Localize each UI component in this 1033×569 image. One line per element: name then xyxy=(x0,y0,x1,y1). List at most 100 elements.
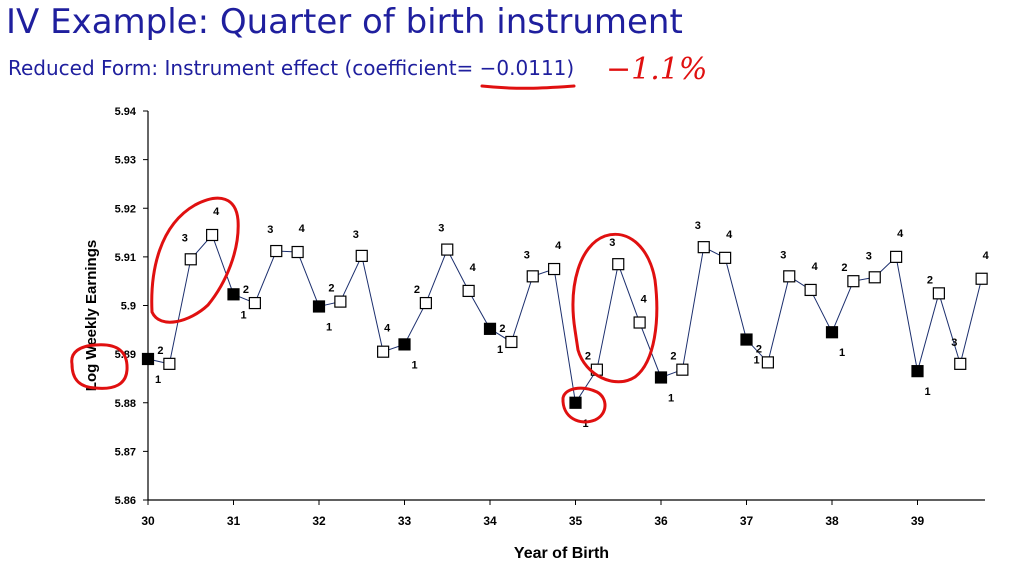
data-point xyxy=(291,245,304,259)
data-point-q1 xyxy=(654,371,668,384)
quarter-label: 1 xyxy=(326,321,332,333)
quarter-label: 4 xyxy=(555,240,562,252)
y-tick-label: 5.94 xyxy=(115,106,137,118)
data-point xyxy=(248,296,261,310)
data-point xyxy=(719,251,732,264)
slide-title: IV Example: Quarter of birth instrument xyxy=(6,2,683,42)
x-tick-label: 31 xyxy=(227,514,241,528)
quarter-label: 1 xyxy=(668,392,674,404)
quarter-label: 2 xyxy=(841,262,847,274)
y-tick-label: 5.92 xyxy=(115,203,136,215)
x-tick-label: 35 xyxy=(569,514,583,528)
quarter-label: 3 xyxy=(609,237,615,249)
quarter-label: 1 xyxy=(924,386,930,398)
data-point xyxy=(890,250,903,263)
quarter-label: 3 xyxy=(695,220,701,232)
quarter-label: 3 xyxy=(524,249,530,261)
red-circle-annotation xyxy=(561,386,607,424)
quarter-label: 2 xyxy=(328,283,334,295)
quarter-label: 2 xyxy=(499,323,505,335)
x-axis-label: Year of Birth xyxy=(514,545,609,562)
quarter-label: 4 xyxy=(812,261,819,273)
y-tick-label: 5.87 xyxy=(115,446,136,458)
red-underline xyxy=(480,84,576,90)
data-point-q1 xyxy=(227,288,240,301)
data-point-q1 xyxy=(141,352,155,366)
quarter-label: 1 xyxy=(411,359,417,371)
x-tick-label: 36 xyxy=(654,514,668,528)
red-circle-annotation xyxy=(150,196,240,324)
quarter-label: 2 xyxy=(756,343,762,355)
quarter-label: 4 xyxy=(641,294,648,306)
quarter-label: 4 xyxy=(470,262,477,274)
x-tick-label: 33 xyxy=(398,514,412,528)
quarter-label: 1 xyxy=(582,418,588,430)
quarter-label: 3 xyxy=(951,337,957,349)
x-tick-label: 37 xyxy=(740,514,754,528)
slide-subtitle: Reduced Form: Instrument effect (coeffic… xyxy=(8,56,575,80)
quarter-label: 4 xyxy=(983,250,990,262)
y-axis-label: Log Weekly Earnings xyxy=(83,240,100,391)
quarter-label: 4 xyxy=(213,206,220,218)
quarter-label: 3 xyxy=(780,249,786,261)
data-point xyxy=(676,363,689,376)
data-point xyxy=(761,356,774,369)
data-point-q1 xyxy=(398,338,411,351)
data-point xyxy=(804,283,817,297)
y-tick-label: 5.91 xyxy=(115,252,136,264)
quarter-label: 2 xyxy=(670,351,676,363)
data-point xyxy=(441,243,454,256)
data-point xyxy=(633,316,646,329)
data-point-q1 xyxy=(740,333,753,346)
quarter-label: 1 xyxy=(497,344,503,356)
quarter-label: 1 xyxy=(240,309,246,321)
data-point xyxy=(462,284,475,298)
data-point-q1 xyxy=(312,300,326,313)
data-point xyxy=(334,295,347,308)
red-circle-annotation xyxy=(571,232,659,384)
data-point xyxy=(612,258,625,271)
handwritten-annotation: −1.1% xyxy=(606,52,708,87)
quarter-label: 1 xyxy=(839,347,845,359)
quarter-label: 1 xyxy=(155,374,161,386)
quarter-label: 3 xyxy=(353,229,359,241)
data-point xyxy=(526,270,539,283)
quarter-label: 4 xyxy=(384,323,391,335)
data-point xyxy=(783,270,796,283)
quarter-label: 1 xyxy=(753,355,759,367)
quarter-label: 3 xyxy=(267,224,273,236)
y-tick-label: 5.9 xyxy=(121,301,136,313)
series-line xyxy=(147,234,983,405)
quarter-label: 2 xyxy=(414,284,420,296)
data-point-q1 xyxy=(911,365,924,378)
quarter-label: 4 xyxy=(726,229,733,241)
data-point xyxy=(270,244,283,258)
data-point xyxy=(548,262,561,276)
quarter-label: 2 xyxy=(585,351,591,363)
x-tick-label: 30 xyxy=(141,514,155,528)
data-point xyxy=(932,287,945,300)
quarter-label: 3 xyxy=(182,232,188,244)
y-tick-label: 5.86 xyxy=(115,495,136,507)
data-point xyxy=(697,241,710,254)
data-point xyxy=(975,272,988,285)
quarter-label: 2 xyxy=(157,345,163,357)
data-point xyxy=(206,228,219,242)
data-point xyxy=(377,345,390,358)
data-point xyxy=(419,296,432,310)
data-point-q1 xyxy=(483,322,497,335)
quarter-label: 4 xyxy=(897,228,904,240)
x-tick-label: 38 xyxy=(825,514,839,528)
data-point xyxy=(184,253,197,266)
data-point-q1 xyxy=(569,396,582,409)
data-point xyxy=(847,275,860,288)
data-point xyxy=(954,357,967,370)
data-point xyxy=(355,249,368,263)
quarter-label: 3 xyxy=(866,250,872,262)
data-point xyxy=(868,271,881,284)
quarter-label: 2 xyxy=(243,284,249,296)
data-point xyxy=(505,335,518,349)
red-circle-annotation xyxy=(70,343,129,390)
quarter-label: 2 xyxy=(927,274,933,286)
